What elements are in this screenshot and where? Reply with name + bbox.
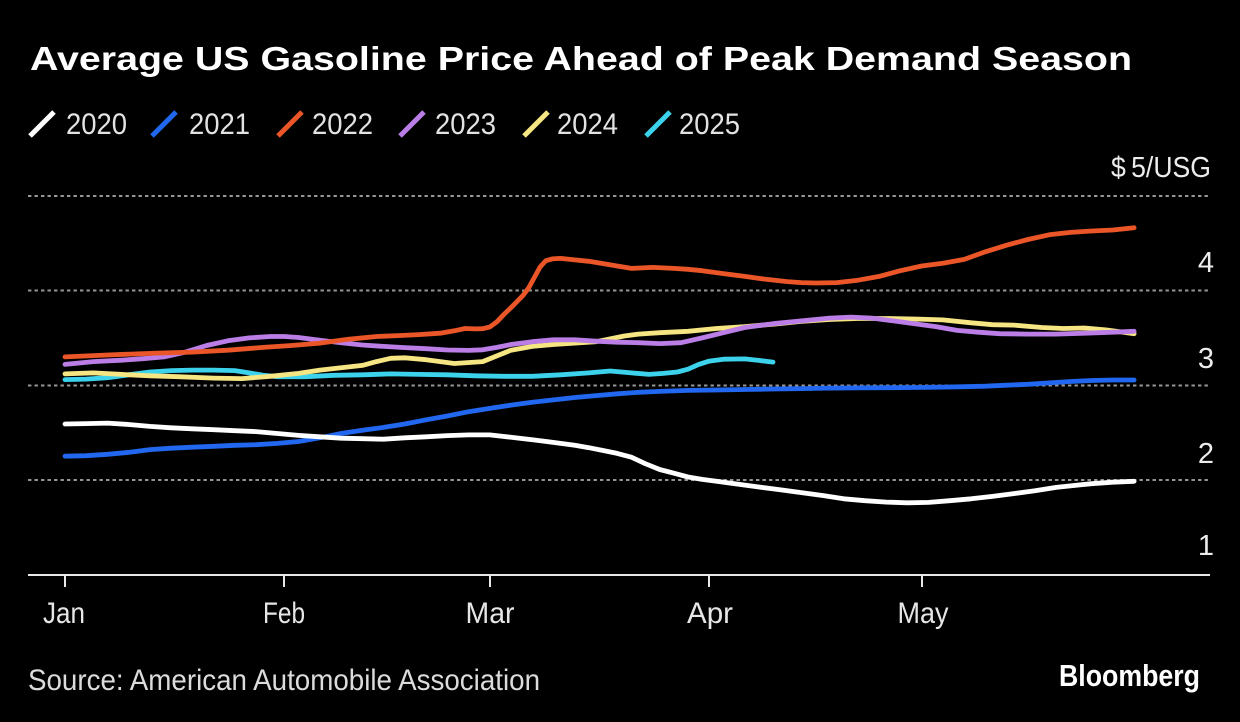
svg-text:Source: American Automobile As: Source: American Automobile Association [28,664,540,697]
svg-text:2024: 2024 [557,108,618,141]
svg-text:Bloomberg: Bloomberg [1059,658,1200,693]
svg-text:1: 1 [1198,530,1214,562]
svg-text:2021: 2021 [189,108,250,141]
svg-text:2022: 2022 [312,108,373,141]
svg-text:3: 3 [1198,343,1214,375]
svg-text:Feb: Feb [263,597,305,630]
svg-text:Mar: Mar [466,597,515,630]
svg-text:$ 5/USG: $ 5/USG [1111,152,1211,184]
svg-text:2023: 2023 [435,108,496,141]
svg-text:2020: 2020 [66,108,127,141]
svg-text:2025: 2025 [679,108,740,141]
svg-text:Apr: Apr [687,597,733,630]
svg-text:Average US Gasoline Price Ahea: Average US Gasoline Price Ahead of Peak … [30,40,1132,77]
svg-text:Jan: Jan [43,597,85,630]
svg-text:2: 2 [1198,438,1214,470]
svg-text:4: 4 [1198,247,1214,279]
svg-text:May: May [898,597,949,630]
